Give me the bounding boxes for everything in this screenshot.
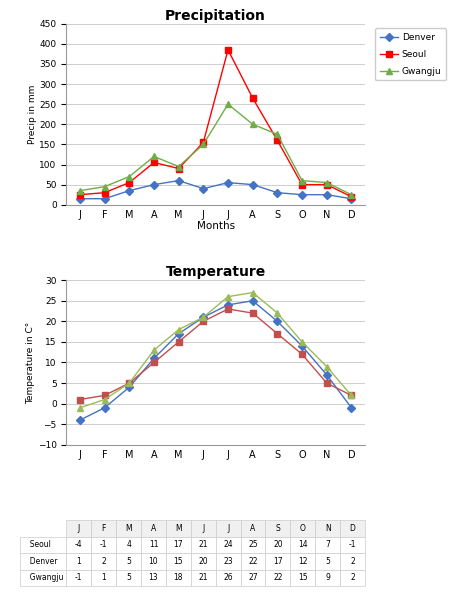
Gwangju	[151, 346, 157, 353]
Seoul	[102, 189, 108, 196]
Denver	[176, 177, 182, 184]
Gwangju	[201, 141, 206, 148]
Seoul	[127, 179, 132, 186]
Denver	[274, 189, 280, 196]
Gwangju	[299, 339, 305, 346]
Denver	[225, 179, 231, 186]
Gwangju	[324, 363, 329, 370]
Y-axis label: Temperature in C°: Temperature in C°	[26, 321, 35, 404]
Line: Gwangju: Gwangju	[77, 289, 354, 410]
Seoul	[225, 301, 231, 308]
Gwangju	[225, 101, 231, 108]
Seoul	[77, 191, 83, 198]
Denver	[250, 181, 255, 188]
Gwangju	[127, 379, 132, 387]
Seoul	[274, 318, 280, 325]
Seoul	[151, 355, 157, 362]
Legend: Denver, Seoul, Gwangju: Denver, Seoul, Gwangju	[375, 28, 446, 81]
Denver	[127, 379, 132, 387]
Seoul	[250, 95, 255, 102]
Y-axis label: Precip in mm: Precip in mm	[27, 85, 36, 144]
Gwangju	[324, 179, 329, 186]
Seoul	[348, 193, 354, 200]
Denver	[77, 195, 83, 202]
Denver	[201, 185, 206, 192]
Gwangju	[176, 163, 182, 170]
Gwangju	[102, 396, 108, 403]
Gwangju	[151, 153, 157, 160]
Line: Denver: Denver	[77, 178, 354, 201]
Seoul	[201, 139, 206, 146]
Gwangju	[102, 183, 108, 190]
Denver	[299, 350, 305, 358]
Seoul	[250, 297, 255, 304]
Seoul	[201, 314, 206, 321]
Seoul	[324, 181, 329, 188]
Seoul	[274, 137, 280, 144]
Gwangju	[250, 121, 255, 128]
Gwangju	[77, 187, 83, 194]
Gwangju	[225, 293, 231, 300]
Gwangju	[348, 191, 354, 198]
Denver	[127, 187, 132, 194]
Denver	[151, 181, 157, 188]
Seoul	[102, 404, 108, 411]
Denver	[225, 305, 231, 313]
Seoul	[299, 181, 305, 188]
Denver	[348, 392, 354, 399]
Seoul	[77, 417, 83, 424]
Denver	[77, 396, 83, 403]
Seoul	[225, 46, 231, 53]
Title: Temperature: Temperature	[165, 265, 266, 279]
Denver	[324, 379, 329, 387]
Seoul	[151, 159, 157, 166]
Seoul	[176, 165, 182, 172]
Denver	[324, 191, 329, 198]
Denver	[102, 392, 108, 399]
Denver	[299, 191, 305, 198]
Line: Seoul: Seoul	[77, 47, 354, 200]
Gwangju	[250, 289, 255, 296]
Seoul	[324, 371, 329, 378]
Gwangju	[348, 392, 354, 399]
Line: Seoul: Seoul	[77, 298, 354, 423]
X-axis label: Months: Months	[197, 221, 235, 231]
Gwangju	[299, 177, 305, 184]
Denver	[348, 195, 354, 202]
Title: Precipitation: Precipitation	[165, 8, 266, 22]
Seoul	[348, 404, 354, 411]
Gwangju	[77, 404, 83, 411]
Gwangju	[127, 173, 132, 180]
Denver	[274, 330, 280, 337]
Gwangju	[274, 131, 280, 138]
Line: Gwangju: Gwangju	[77, 101, 354, 198]
Seoul	[299, 343, 305, 350]
Gwangju	[176, 326, 182, 333]
Denver	[102, 195, 108, 202]
Seoul	[176, 330, 182, 337]
Denver	[201, 318, 206, 325]
Gwangju	[274, 310, 280, 317]
Seoul	[127, 384, 132, 391]
Denver	[151, 359, 157, 366]
Denver	[250, 310, 255, 317]
Denver	[176, 339, 182, 346]
Line: Denver: Denver	[77, 306, 354, 403]
Gwangju	[201, 314, 206, 321]
